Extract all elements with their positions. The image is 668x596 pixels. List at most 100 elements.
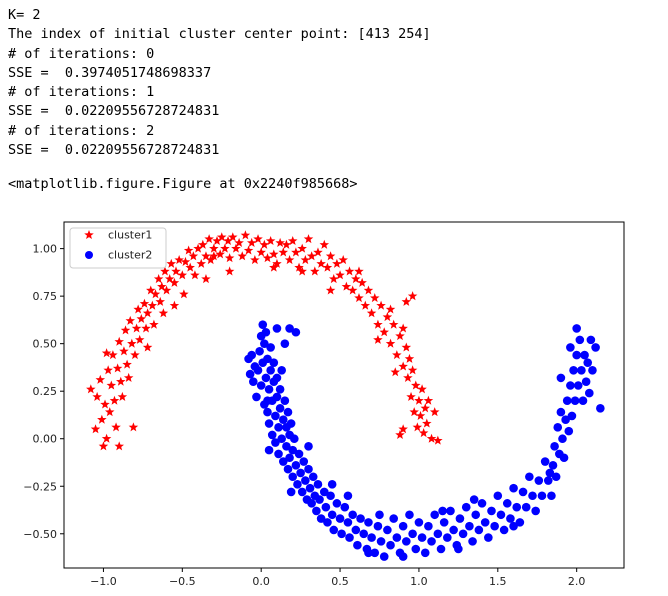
cluster2-point [261,373,271,383]
cluster1-point [100,399,110,409]
output-line-sse-2: SSE = 0.02209556728724831 [8,142,220,159]
cluster1-point [310,266,320,276]
cluster2-point [291,461,301,470]
cluster2-point [531,506,540,516]
cluster2-point [323,518,332,527]
cluster1-point [185,262,195,272]
cluster1-point [177,270,188,280]
cluster2-point [548,461,558,470]
cluster1-point [142,308,153,318]
cluster2-point [534,476,544,485]
cluster2-point [525,472,534,482]
cluster1-point [385,304,396,314]
cluster1-point [325,251,336,261]
cluster1-point [169,300,180,310]
cluster2-point [518,487,528,497]
cluster2-point [285,324,294,333]
cluster1-point [101,433,112,443]
cluster2-point [271,411,280,421]
cluster2-point [515,518,525,527]
cluster2-point [316,514,326,523]
cluster1-point [415,410,426,420]
cluster1-point [114,336,124,346]
cluster2-point [278,415,288,425]
cluster2-point [275,385,285,394]
cluster1-point [198,239,208,249]
y-tick-label: −0.50 [23,528,57,541]
cluster1-point [429,407,440,417]
cluster1-point [224,266,235,276]
cluster2-point [545,468,555,478]
cluster2-point [296,468,305,478]
cluster1-point [150,289,161,299]
cluster1-point [269,262,279,272]
cluster2-point [301,476,310,485]
cluster2-point [288,445,298,455]
cluster1-point [354,293,364,303]
x-tick-label: 1.0 [410,575,428,588]
cluster1-point [332,258,342,268]
cluster2-point [367,533,376,542]
cluster2-point [263,407,272,417]
cluster1-point [366,308,377,318]
cluster1-point [398,361,408,371]
cluster2-point [420,548,430,558]
cluster2-point [293,480,302,489]
cluster2-point [280,339,290,348]
cluster1-point [433,435,443,445]
cluster2-point [537,491,547,501]
cluster2-point [468,537,477,546]
cluster1-point [119,346,129,356]
cluster2-point [487,506,496,516]
cluster1-point [174,255,184,265]
cluster2-point [398,521,408,531]
cluster1-point [90,424,101,434]
cluster2-point [433,529,443,539]
cluster2-point [373,521,383,531]
cluster1-point [275,237,285,247]
cluster2-point [359,529,369,539]
legend-label-cluster1: cluster1 [108,229,152,242]
cluster2-point [283,407,293,417]
cluster1-point [109,395,120,405]
cluster1-point [407,365,418,375]
cluster2-point [551,472,561,482]
cluster1-point [130,350,140,360]
x-tick-label: 1.5 [489,575,507,588]
legend-star-shape [84,230,94,240]
cluster1-point [223,236,233,246]
cluster2-point [424,521,433,531]
cluster2-point [417,533,427,542]
cluster2-point [455,514,465,523]
cluster2-point [283,464,293,474]
cluster2-point [264,445,274,455]
cluster2-point [340,502,350,512]
cluster2-point [469,495,479,504]
cluster1-point [204,234,214,244]
cluster1-point [420,403,430,413]
cluster1-point [216,232,227,242]
cluster1-point [388,319,399,329]
cluster2-point [327,510,337,520]
cluster2-point [247,350,257,360]
cluster1-point [234,237,244,247]
cluster1-point [401,296,412,306]
cluster2-point [264,419,274,428]
cluster2-point [550,442,559,451]
cluster1-point [357,277,367,287]
x-tick-label: 0.0 [252,575,270,588]
cluster2-point [321,502,331,512]
output-line-iterations-1: # of iterations: 1 [8,84,155,101]
output-line-initial-centers: The index of initial cluster center poin… [8,26,431,43]
cluster1-point [158,308,169,318]
cluster1-point [220,243,230,253]
cluster2-point [271,438,280,447]
y-tick-label: 1.00 [33,243,58,256]
cluster2-point [559,453,569,463]
cluster1-point [228,232,238,242]
cluster2-point [561,415,570,425]
cluster2-point [443,533,452,542]
output-line-sse-1: SSE = 0.02209556728724831 [8,103,220,120]
cluster1-point [127,338,137,348]
cluster2-point [335,514,345,523]
